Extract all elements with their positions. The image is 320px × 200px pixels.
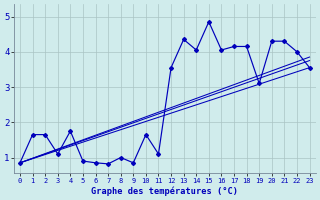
X-axis label: Graphe des températures (°C): Graphe des températures (°C) <box>91 186 238 196</box>
